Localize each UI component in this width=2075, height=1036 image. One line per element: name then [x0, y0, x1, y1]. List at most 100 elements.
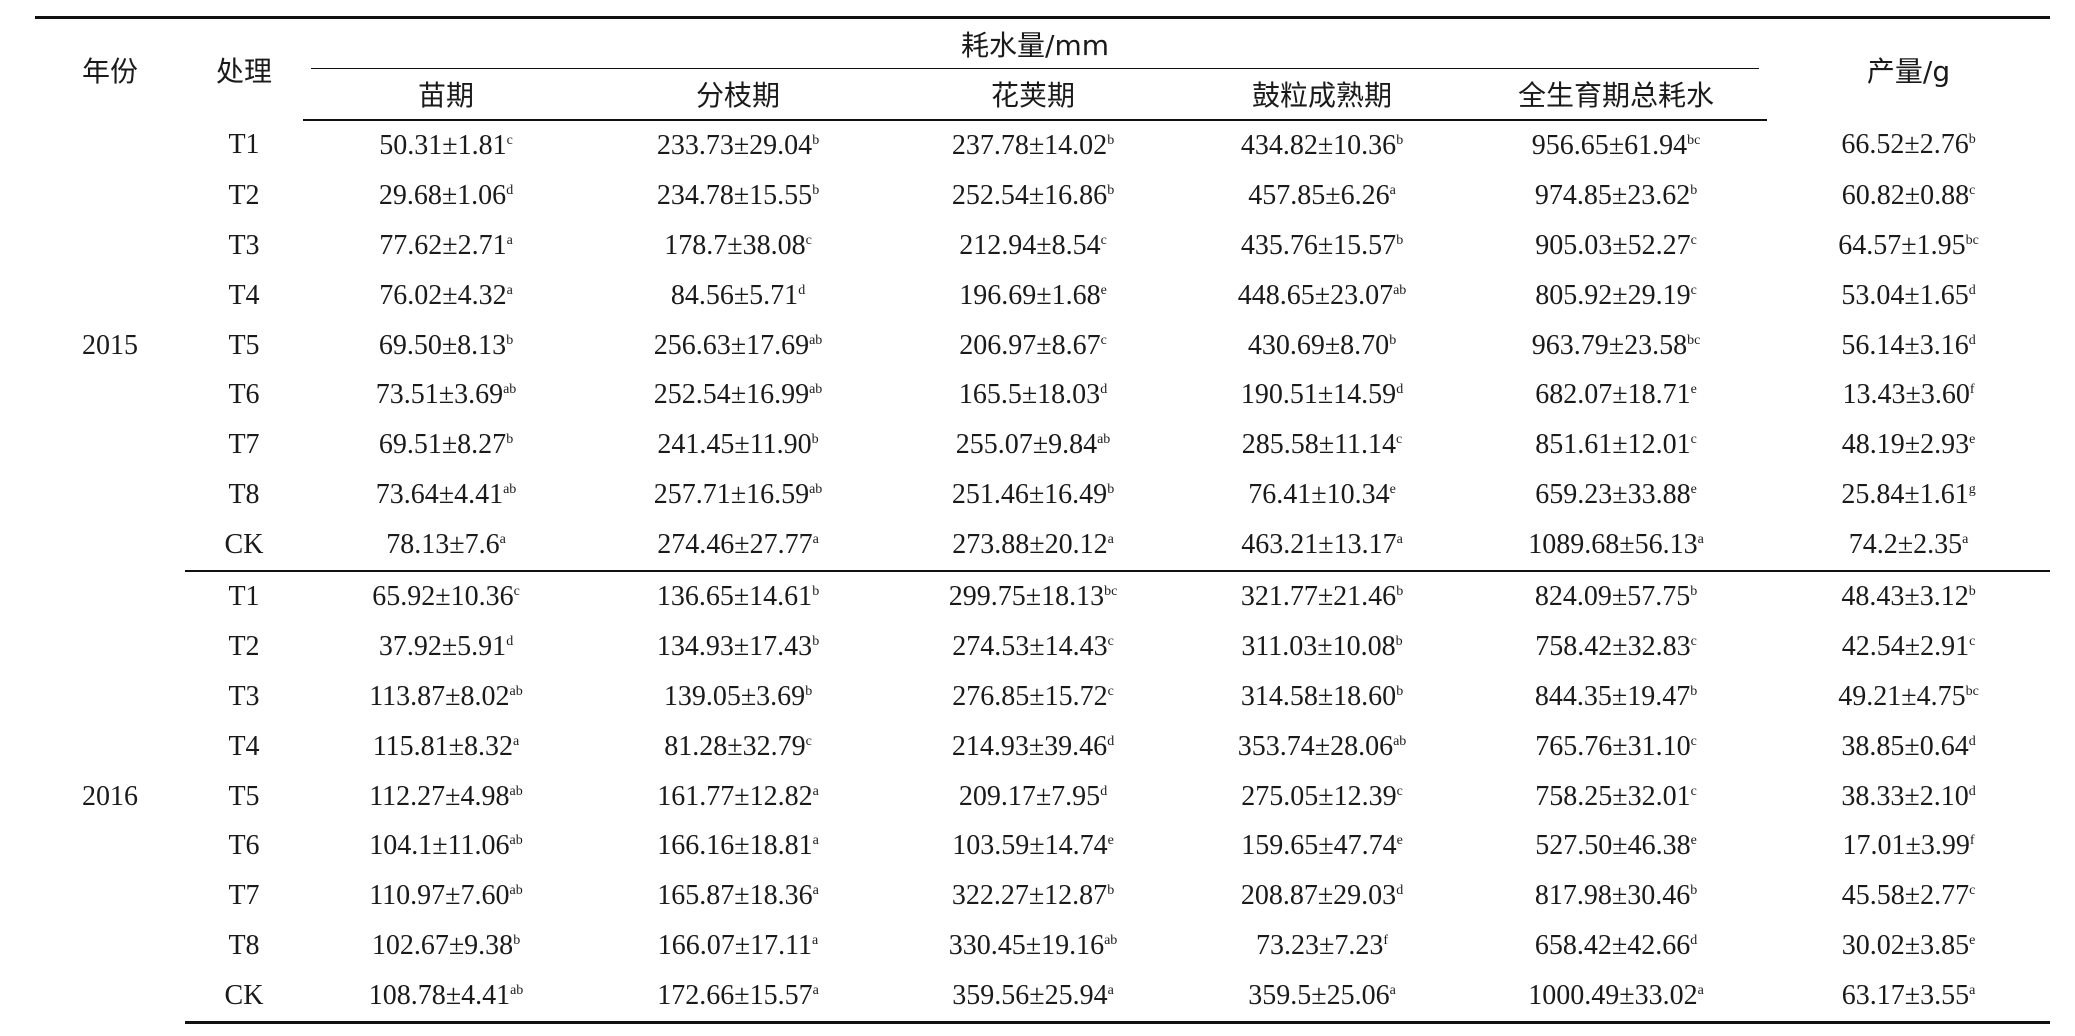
- mean-sd-value: 161.77±12.82: [657, 780, 813, 812]
- value-cell: 824.09±57.75b: [1465, 571, 1767, 622]
- mean-sd-value: 66.52±2.76: [1841, 129, 1969, 161]
- significance-letter: e: [1969, 432, 1976, 448]
- mean-sd-value: 359.56±25.94: [952, 980, 1108, 1012]
- mean-sd-value: 1089.68±56.13: [1528, 529, 1698, 561]
- value-cell: 73.64±4.41ab: [303, 470, 589, 520]
- significance-letter: d: [506, 633, 514, 649]
- mean-sd-value: 252.54±16.99: [653, 379, 810, 411]
- header-stage-branching: 分枝期: [589, 69, 887, 121]
- significance-letter: g: [1968, 482, 1976, 498]
- table-row: T8 73.64±4.41ab 257.71±16.59ab 251.46±16.49…: [35, 470, 2050, 520]
- significance-letter: c: [1100, 332, 1107, 348]
- value-cell: 161.77±12.82a: [589, 772, 887, 822]
- value-cell: 435.76±15.57b: [1179, 221, 1465, 271]
- significance-letter: b: [1396, 583, 1404, 599]
- value-cell: 274.46±27.77a: [589, 520, 887, 573]
- value-cell: 353.74±28.06ab: [1179, 722, 1465, 772]
- significance-letter: bc: [1965, 683, 1979, 699]
- significance-letter: a: [499, 532, 506, 548]
- value-cell: 65.92±10.36c: [303, 571, 589, 622]
- table-row: 2016 T1 65.92±10.36c 136.65±14.61b 299.75±18…: [35, 571, 2050, 812]
- mean-sd-value: 73.23±7.23: [1255, 930, 1384, 962]
- treatment-cell: CK: [185, 971, 303, 1025]
- value-cell: 110.97±7.60ab: [303, 871, 589, 921]
- significance-letter: a: [812, 933, 819, 949]
- mean-sd-value: 359.5±25.06: [1248, 980, 1390, 1012]
- value-cell: 25.84±1.61g: [1767, 470, 2050, 520]
- value-cell: 457.85±6.26a: [1179, 171, 1465, 221]
- value-cell: 50.31±1.81c: [303, 120, 589, 171]
- table-row: T6 104.1±11.06ab 166.16±18.81a 103.59±14.74…: [35, 821, 2050, 871]
- value-cell: 81.28±32.79c: [589, 722, 887, 772]
- header-stage-seedling: 苗期: [303, 69, 589, 121]
- header-stage-total: 全生育期总耗水: [1465, 69, 1768, 121]
- mean-sd-value: 659.23±33.88: [1535, 479, 1691, 511]
- value-cell: 276.85±15.72c: [887, 672, 1179, 722]
- significance-letter: c: [805, 232, 812, 248]
- mean-sd-value: 274.53±14.43: [952, 630, 1108, 662]
- mean-sd-value: 463.21±13.17: [1241, 529, 1397, 561]
- significance-letter: e: [1690, 382, 1697, 398]
- mean-sd-value: 165.87±18.36: [657, 880, 813, 912]
- table-row: T2 29.68±1.06d 234.78±15.55b 252.54±16.86b 4…: [35, 171, 2050, 221]
- mean-sd-value: 172.66±15.57: [657, 980, 813, 1012]
- mean-sd-value: 81.28±32.79: [664, 730, 806, 762]
- significance-letter: a: [1389, 182, 1396, 198]
- treatment-cell: T8: [228, 479, 260, 511]
- header-year: 年份: [35, 16, 185, 120]
- value-cell: 214.93±39.46d: [887, 722, 1179, 772]
- treatment-cell: T6: [228, 830, 260, 862]
- significance-letter: ab: [509, 833, 523, 849]
- significance-letter: b: [1107, 482, 1115, 498]
- value-cell: 321.77±21.46b: [1179, 571, 1465, 622]
- significance-letter: d: [1968, 332, 1976, 348]
- value-cell: 139.05±3.69b: [589, 672, 887, 722]
- significance-letter: c: [1690, 633, 1697, 649]
- header-yield: 产量/g: [1767, 16, 2051, 120]
- mean-sd-value: 963.79±23.58: [1531, 329, 1688, 361]
- significance-letter: ab: [809, 332, 823, 348]
- value-cell: 359.5±25.06a: [1179, 971, 1465, 1025]
- treatment-cell: T4: [228, 730, 260, 762]
- mean-sd-value: 682.07±18.71: [1535, 379, 1691, 411]
- treatment-cell: T2: [228, 630, 260, 662]
- significance-letter: a: [1107, 532, 1114, 548]
- value-cell: 165.5±18.03d: [887, 370, 1179, 420]
- value-cell: 69.51±8.27b: [303, 420, 589, 470]
- mean-sd-value: 353.74±28.06: [1237, 730, 1394, 762]
- significance-letter: f: [1383, 933, 1389, 949]
- mean-sd-value: 110.97±7.60: [369, 880, 510, 912]
- significance-letter: bc: [1687, 132, 1701, 148]
- year-block-2016: 2016 T1 65.92±10.36c 136.65±14.61b 299.75±18…: [35, 571, 2051, 1025]
- value-cell: 60.82±0.88c: [1767, 171, 2050, 221]
- value-cell: 115.81±8.32a: [303, 722, 589, 772]
- value-cell: 76.02±4.32a: [303, 271, 589, 321]
- mean-sd-value: 234.78±15.55: [656, 179, 813, 211]
- significance-letter: ab: [1104, 933, 1118, 949]
- water-consumption-table: 年份 处理 耗水量/mm 产量/g 苗期 分枝期 花荚期 鼓粒成熟期 全生育期总…: [35, 16, 2051, 1025]
- mean-sd-value: 435.76±15.57: [1240, 229, 1397, 261]
- mean-sd-value: 434.82±10.36: [1240, 129, 1397, 161]
- significance-letter: b: [506, 332, 514, 348]
- significance-letter: b: [1396, 683, 1404, 699]
- significance-letter: a: [812, 783, 819, 799]
- value-cell: 30.02±3.85e: [1767, 921, 2050, 971]
- mean-sd-value: 112.27±4.98: [369, 780, 510, 812]
- significance-letter: c: [1969, 182, 1976, 198]
- table-row: 2015 T1 50.31±1.81c 233.73±29.04b 237.78±14.…: [35, 120, 2050, 360]
- value-cell: 73.23±7.23f: [1179, 921, 1465, 971]
- significance-letter: a: [1107, 983, 1114, 999]
- mean-sd-value: 139.05±3.69: [663, 680, 806, 712]
- significance-letter: e: [1396, 833, 1403, 849]
- significance-letter: d: [1968, 733, 1976, 749]
- value-cell: 196.69±1.68e: [887, 271, 1179, 321]
- value-cell: 330.45±19.16ab: [887, 921, 1179, 971]
- significance-letter: ab: [503, 482, 517, 498]
- significance-letter: b: [513, 933, 521, 949]
- significance-letter: b: [1107, 132, 1115, 148]
- significance-letter: ab: [509, 683, 523, 699]
- value-cell: 359.56±25.94a: [887, 971, 1179, 1025]
- significance-letter: ab: [510, 983, 524, 999]
- significance-letter: c: [1396, 432, 1403, 448]
- table-row: T2 37.92±5.91d 134.93±17.43b 274.53±14.43c 3…: [35, 622, 2050, 672]
